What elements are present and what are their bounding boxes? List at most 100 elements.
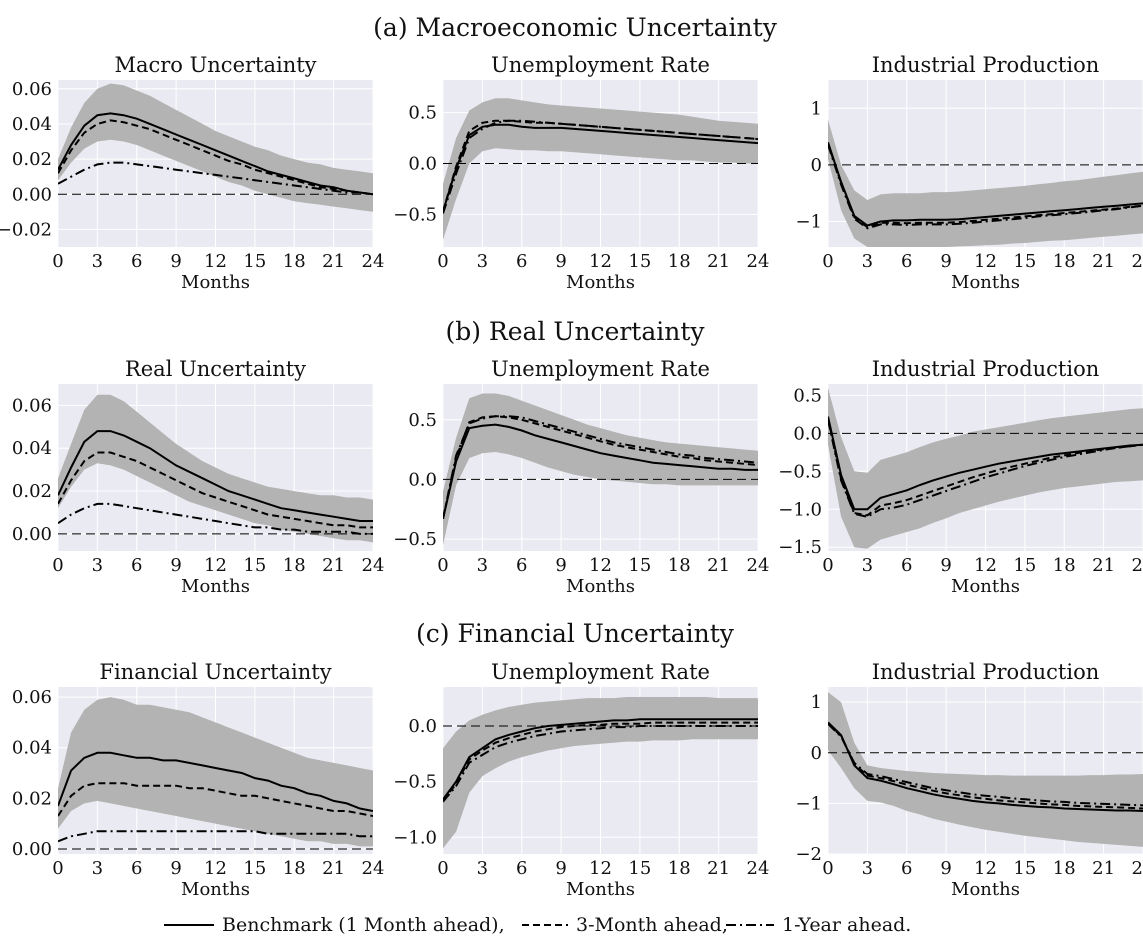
- x-tick-label: 0: [52, 251, 63, 272]
- y-tick-label: −1.0: [393, 827, 437, 848]
- x-tick-label: 15: [243, 251, 266, 272]
- x-tick-label: 6: [901, 251, 912, 272]
- x-tick-label: 0: [822, 555, 833, 576]
- x-tick-label: 15: [628, 555, 651, 576]
- x-tick-label: 18: [668, 555, 691, 576]
- row-title-c: (c) Financial Uncertainty: [416, 619, 735, 648]
- x-tick-label: 18: [283, 251, 306, 272]
- x-tick-label: 6: [901, 858, 912, 879]
- panel-8: 0 3 6 9 12 15 18 21 24 −1.0 −0.5 0.0 Unemployment Ra…: [393, 660, 769, 900]
- y-tick-label: −1: [795, 212, 822, 233]
- x-tick-label: 18: [283, 555, 306, 576]
- y-tick-label: 0.04: [12, 114, 52, 135]
- x-tick-label: 3: [92, 251, 103, 272]
- confidence-band: [58, 394, 373, 543]
- y-tick-label: 0.5: [408, 103, 437, 124]
- one-year-line: [443, 119, 758, 214]
- y-tick-label: −1.5: [778, 537, 822, 558]
- x-tick-label: 0: [437, 251, 448, 272]
- panel-7: 0 3 6 9 12 15 18 21 24 0.00 0.02 0.04 0.06 Financial …: [12, 660, 385, 900]
- y-tick-label: 0.02: [12, 149, 52, 170]
- x-tick-label: 24: [1132, 555, 1143, 576]
- x-tick-label: 21: [1092, 251, 1115, 272]
- x-tick-label: 18: [283, 858, 306, 879]
- x-tick-label: 21: [322, 858, 345, 879]
- x-tick-label: 24: [1132, 251, 1143, 272]
- x-tick-label: 18: [668, 858, 691, 879]
- x-tick-label: 0: [437, 858, 448, 879]
- x-axis-label: Months: [951, 879, 1020, 900]
- y-tick-label: 0: [811, 743, 822, 764]
- x-tick-label: 15: [1013, 251, 1036, 272]
- x-tick-label: 9: [170, 555, 181, 576]
- y-tick-label: −0.5: [393, 529, 437, 550]
- one-year-line: [58, 502, 373, 535]
- three-month-line: [828, 417, 1143, 517]
- x-tick-label: 12: [589, 555, 612, 576]
- x-tick-label: 21: [707, 251, 730, 272]
- y-tick-label: 0.06: [12, 687, 52, 708]
- x-tick-label: 0: [822, 251, 833, 272]
- x-tick-label: 9: [170, 858, 181, 879]
- x-tick-label: 24: [362, 251, 385, 272]
- one-year-line: [58, 161, 373, 196]
- x-tick-label: 18: [1053, 251, 1076, 272]
- x-tick-label: 9: [555, 251, 566, 272]
- y-tick-label: 0.06: [12, 395, 52, 416]
- y-tick-label: 0.0: [793, 423, 822, 444]
- x-tick-label: 18: [1053, 858, 1076, 879]
- x-tick-label: 9: [940, 858, 951, 879]
- panel-1: 0 3 6 9 12 15 18 21 24 −0.02 0.00 0.02 0.04 0.06 Macro…: [0, 53, 384, 293]
- y-tick-label: −1: [795, 793, 822, 814]
- x-tick-label: 24: [362, 858, 385, 879]
- x-tick-label: 9: [170, 251, 181, 272]
- y-tick-label: −0.5: [778, 461, 822, 482]
- panel-6: 0 3 6 9 12 15 18 21 24 −1.5 −1.0 −0.5 0.0 0.5 Industri…: [778, 357, 1143, 597]
- benchmark-line: [58, 751, 373, 812]
- x-tick-label: 21: [707, 555, 730, 576]
- x-tick-label: 15: [628, 858, 651, 879]
- x-tick-label: 21: [322, 251, 345, 272]
- x-tick-label: 0: [52, 858, 63, 879]
- panel-title: Unemployment Rate: [491, 660, 710, 684]
- three-month-line: [443, 721, 758, 802]
- x-tick-label: 15: [1013, 858, 1036, 879]
- x-tick-label: 3: [862, 555, 873, 576]
- x-tick-label: 12: [974, 858, 997, 879]
- x-axis-label: Months: [951, 272, 1020, 293]
- panel-title: Real Uncertainty: [125, 357, 306, 381]
- legend-label-3-month: 3-Month ahead,: [576, 914, 728, 936]
- x-tick-label: 24: [747, 858, 770, 879]
- y-tick-label: 0.00: [12, 524, 52, 545]
- y-tick-label: −0.5: [393, 772, 437, 793]
- legend-label-1-year: 1-Year ahead.: [782, 914, 911, 936]
- y-tick-label: 0.04: [12, 738, 52, 759]
- confidence-band: [828, 387, 1143, 549]
- three-month-line: [828, 143, 1143, 229]
- y-tick-label: 1: [811, 98, 822, 119]
- panel-4: 0 3 6 9 12 15 18 21 24 0.00 0.02 0.04 0.06 Real Uncer…: [12, 357, 385, 597]
- panel-title: Macro Uncertainty: [114, 53, 316, 77]
- x-tick-label: 24: [362, 555, 385, 576]
- x-tick-label: 9: [555, 858, 566, 879]
- y-tick-label: −1.0: [778, 499, 822, 520]
- x-tick-label: 3: [862, 251, 873, 272]
- panel-title: Industrial Production: [872, 660, 1100, 684]
- panel-title: Unemployment Rate: [491, 357, 710, 381]
- y-tick-label: 0.0: [408, 469, 437, 490]
- x-tick-label: 6: [131, 251, 142, 272]
- x-tick-label: 15: [628, 251, 651, 272]
- three-month-line: [828, 722, 1143, 810]
- one-year-line: [828, 419, 1143, 518]
- y-tick-label: 0.02: [12, 481, 52, 502]
- x-tick-label: 3: [477, 555, 488, 576]
- x-tick-label: 6: [516, 858, 527, 879]
- y-tick-label: 0.0: [408, 154, 437, 175]
- x-tick-label: 9: [940, 555, 951, 576]
- confidence-band: [828, 119, 1143, 247]
- y-tick-label: −0.02: [0, 219, 52, 240]
- benchmark-line: [443, 718, 758, 800]
- x-axis-label: Months: [566, 879, 635, 900]
- x-tick-label: 12: [974, 555, 997, 576]
